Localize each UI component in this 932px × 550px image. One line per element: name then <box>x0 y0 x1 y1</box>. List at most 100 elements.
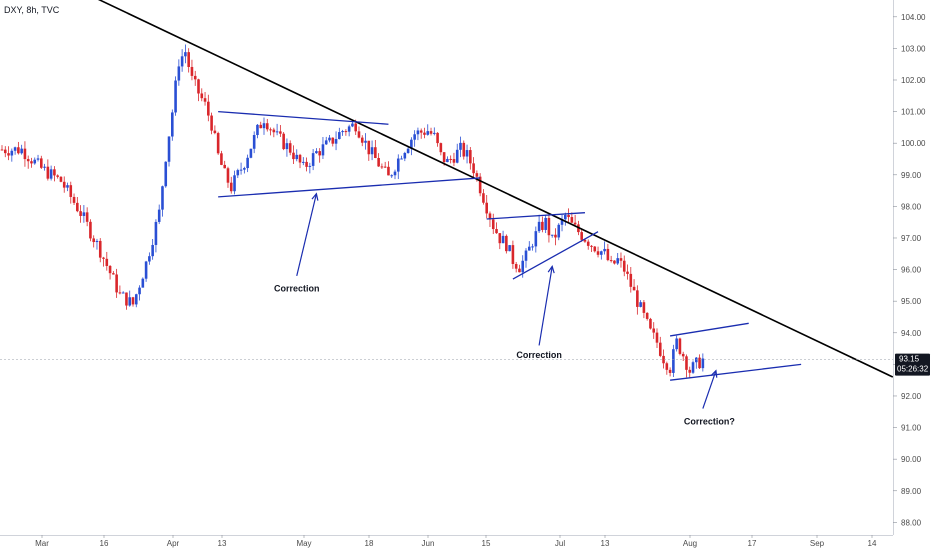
candle-body <box>557 224 561 238</box>
symbol-header: DXY, 8h, TVC <box>4 5 60 15</box>
time-axis[interactable]: Mar 16 Apr 13 May 18 Jun 15 Jul 13 Aug 17 Sep 14 <box>35 535 877 548</box>
candle-body <box>505 235 508 252</box>
candle-body <box>547 217 551 236</box>
candle-body <box>184 52 187 57</box>
candle-body <box>613 260 616 264</box>
candle-body <box>59 176 63 182</box>
price-axis-label: 100.00 <box>901 139 926 148</box>
candle-body <box>498 233 502 244</box>
candle-body <box>442 152 446 163</box>
price-axis-label: 98.00 <box>901 202 922 211</box>
candle-body <box>462 142 466 157</box>
candle-body <box>668 369 672 373</box>
candle-body <box>501 235 505 244</box>
annotations-group: Correction Correction Correction? <box>274 192 735 426</box>
candle-body <box>315 151 318 154</box>
candle-body <box>318 151 321 156</box>
candle-body <box>469 150 472 164</box>
candle-body <box>357 131 361 138</box>
candle-body <box>341 131 344 133</box>
candle-body <box>475 173 479 177</box>
candle-body <box>377 157 380 167</box>
candles-group <box>0 44 705 378</box>
candle-body <box>701 358 705 369</box>
price-axis-label: 90.00 <box>901 455 922 464</box>
candle-body <box>590 245 593 247</box>
candle-body <box>76 202 79 212</box>
candle-body <box>279 131 282 134</box>
candle-body <box>429 131 433 134</box>
candle-body <box>82 212 86 216</box>
time-axis-label: 13 <box>218 539 227 548</box>
candle-body <box>636 290 639 307</box>
candle-body <box>79 211 82 216</box>
candle-body <box>200 93 204 99</box>
candle-body <box>190 66 194 76</box>
candle-body <box>691 362 695 373</box>
candle-body <box>426 131 430 135</box>
correction-annotation: Correction <box>516 265 562 360</box>
candle-body <box>672 349 675 373</box>
candle-body <box>66 185 69 188</box>
candle-body <box>118 292 122 294</box>
candle-body <box>488 213 492 220</box>
candle-body <box>642 302 646 313</box>
price-axis[interactable]: 104.00 103.00 102.00 101.00 100.00 99.00 98.00… <box>893 13 926 528</box>
candle-body <box>331 137 335 144</box>
annotation-arrow-head <box>311 192 319 201</box>
time-axis-label: 15 <box>482 539 491 548</box>
candle-body <box>243 168 246 170</box>
candle-body <box>695 357 698 363</box>
candle-body <box>62 181 66 188</box>
candle-body <box>564 214 567 220</box>
candle-body <box>446 158 449 163</box>
badge-background <box>895 353 930 376</box>
candle-body <box>328 137 331 141</box>
candle-body <box>423 132 426 135</box>
channel-line <box>670 363 802 381</box>
channel-line <box>669 322 749 337</box>
candle-body <box>43 166 46 168</box>
candle-body <box>403 152 407 159</box>
candle-body <box>603 248 606 252</box>
candle-body <box>537 221 541 232</box>
candle-body <box>439 143 443 153</box>
candle-body <box>187 52 190 67</box>
candle-body <box>675 338 678 350</box>
candle-body <box>593 246 597 252</box>
annotation-arrow-head <box>547 265 555 274</box>
candle-body <box>374 147 377 158</box>
candle-body <box>338 132 341 140</box>
candle-body <box>639 302 642 307</box>
channel-line <box>486 212 585 220</box>
candle-body <box>121 292 125 294</box>
candle-body <box>678 338 682 354</box>
candle-body <box>508 245 511 252</box>
candle-body <box>334 139 338 144</box>
price-axis-label: 101.00 <box>901 108 926 117</box>
candle-body <box>256 124 259 136</box>
price-axis-label: 92.00 <box>901 392 922 401</box>
candle-body <box>197 79 200 94</box>
annotation-label: Correction? <box>684 416 735 426</box>
candle-body <box>491 219 495 230</box>
candle-body <box>387 166 390 176</box>
candle-body <box>36 158 40 160</box>
candle-body <box>40 158 43 168</box>
candle-body <box>164 161 168 187</box>
candle-body <box>383 166 387 168</box>
candle-body <box>144 261 148 279</box>
candle-body <box>626 271 629 274</box>
candle-body <box>367 140 371 155</box>
candle-body <box>311 153 315 166</box>
last-price-badge: 93.15 05:26:32 <box>895 353 930 376</box>
candle-body <box>514 263 518 269</box>
candle-body <box>390 175 394 177</box>
time-axis-label: 14 <box>868 539 877 548</box>
candle-body <box>606 248 610 261</box>
price-axis-label: 89.00 <box>901 487 922 496</box>
candle-body <box>98 240 102 258</box>
candle-body <box>295 154 299 160</box>
